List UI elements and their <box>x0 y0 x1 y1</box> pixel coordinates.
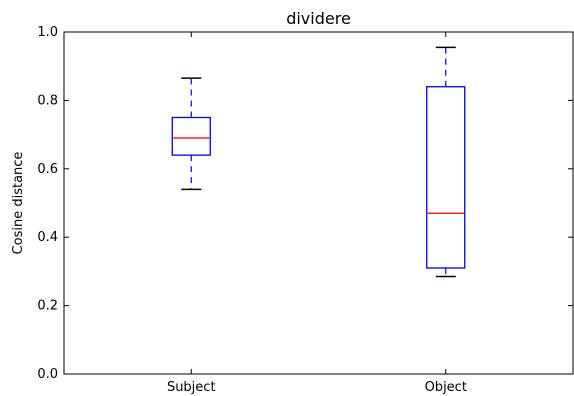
y-tick-label: 0.6 <box>37 162 58 177</box>
y-axis-label: Cosine distance <box>11 152 26 255</box>
y-ticks-group: 0.0 0.2 0.4 0.6 0.8 1.0 <box>37 25 573 382</box>
y-tick-label: 1.0 <box>37 25 58 40</box>
x-ticks-group: Subject Object <box>167 32 467 395</box>
x-tick-label: Object <box>425 380 467 395</box>
box-object <box>426 46 466 278</box>
y-tick-label: 0.8 <box>37 93 58 108</box>
y-tick-label: 0.2 <box>37 299 58 314</box>
iqr-box <box>426 86 466 269</box>
chart-title: dividere <box>286 9 351 28</box>
plot-area <box>64 32 573 374</box>
boxes-group <box>171 46 466 278</box>
box-subject <box>171 77 211 191</box>
iqr-box <box>171 116 211 156</box>
y-tick-label: 0.4 <box>37 230 58 245</box>
x-tick-label: Subject <box>167 380 216 395</box>
plot-frame <box>63 31 574 375</box>
y-tick-label: 0.0 <box>37 367 58 382</box>
